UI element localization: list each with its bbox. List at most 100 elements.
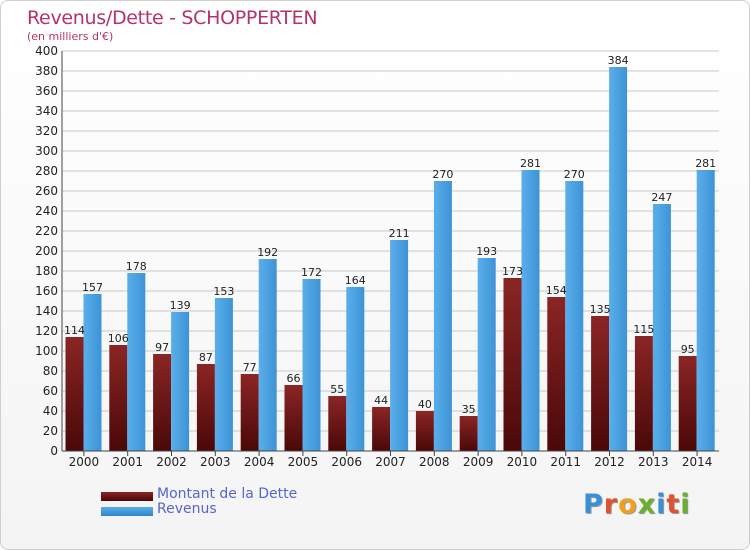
y-tick-label-240: 240 bbox=[35, 204, 58, 218]
bar-revenue-2005 bbox=[302, 279, 321, 451]
bar-debt-2014 bbox=[678, 356, 697, 451]
bar-revenue-2011 bbox=[565, 181, 584, 451]
y-tick-label-100: 100 bbox=[35, 344, 58, 358]
value-label-revenue-2005: 172 bbox=[301, 266, 322, 279]
value-label-revenue-2004: 192 bbox=[257, 246, 278, 259]
value-label-debt-2014: 95 bbox=[681, 343, 695, 356]
bar-revenue-2007 bbox=[390, 240, 409, 451]
y-tick-label-220: 220 bbox=[35, 224, 58, 238]
bar-debt-2007 bbox=[372, 407, 391, 451]
bar-revenue-2014 bbox=[696, 170, 715, 451]
value-label-debt-2002: 97 bbox=[155, 341, 169, 354]
value-label-debt-2004: 77 bbox=[243, 361, 257, 374]
bar-debt-2012 bbox=[591, 316, 610, 451]
value-label-revenue-2007: 211 bbox=[389, 227, 410, 240]
y-tick-label-300: 300 bbox=[35, 144, 58, 158]
bar-debt-2008 bbox=[415, 411, 434, 451]
y-tick-label-260: 260 bbox=[35, 184, 58, 198]
x-tick-label-2013: 2013 bbox=[638, 455, 669, 469]
bar-debt-2005 bbox=[284, 385, 303, 451]
value-label-debt-2011: 154 bbox=[546, 284, 567, 297]
value-label-revenue-2000: 157 bbox=[82, 281, 103, 294]
bar-revenue-2003 bbox=[214, 298, 233, 451]
value-label-revenue-2003: 153 bbox=[213, 285, 234, 298]
y-tick-label-180: 180 bbox=[35, 264, 58, 278]
value-label-debt-2000: 114 bbox=[64, 324, 85, 337]
legend-label-debt: Montant de la Dette bbox=[157, 486, 298, 502]
y-tick-label-320: 320 bbox=[35, 124, 58, 138]
legend-swatch-debt bbox=[101, 492, 153, 501]
bar-revenue-2002 bbox=[171, 312, 190, 451]
x-tick-label-2002: 2002 bbox=[156, 455, 187, 469]
y-tick-label-40: 40 bbox=[43, 404, 58, 418]
legend-swatch-revenue bbox=[101, 507, 153, 516]
value-label-debt-2013: 115 bbox=[633, 323, 654, 336]
value-label-revenue-2012: 384 bbox=[608, 54, 629, 67]
x-tick-label-2005: 2005 bbox=[288, 455, 319, 469]
bar-debt-2006 bbox=[328, 396, 347, 451]
bar-debt-2010 bbox=[503, 278, 522, 451]
x-tick-label-2010: 2010 bbox=[507, 455, 538, 469]
value-label-debt-2007: 44 bbox=[374, 394, 388, 407]
value-label-debt-2006: 55 bbox=[330, 383, 344, 396]
x-tick-label-2000: 2000 bbox=[69, 455, 100, 469]
bar-debt-2002 bbox=[153, 354, 172, 451]
axes bbox=[61, 51, 719, 452]
value-labels: 114 157 106 178 97 139 87 153 77 192 66 172 55 164 44 2… bbox=[64, 54, 716, 416]
y-tick-label-380: 380 bbox=[35, 64, 58, 78]
x-tick-label-2011: 2011 bbox=[550, 455, 581, 469]
value-label-debt-2012: 135 bbox=[590, 303, 611, 316]
bar-debt-2001 bbox=[109, 345, 128, 451]
y-tick-label-80: 80 bbox=[43, 364, 58, 378]
x-tick-label-2007: 2007 bbox=[375, 455, 406, 469]
y-tick-label-360: 360 bbox=[35, 84, 58, 98]
bar-debt-2011 bbox=[547, 297, 566, 451]
bar-revenue-2009 bbox=[477, 258, 496, 451]
y-tick-label-0: 0 bbox=[50, 444, 58, 458]
bar-revenue-2006 bbox=[346, 287, 365, 451]
value-label-revenue-2011: 270 bbox=[564, 168, 585, 181]
x-axis-tick-labels: 2000 2001 2002 2003 2004 2005 2006 2007 2008 2009… bbox=[69, 451, 713, 469]
chart-title: Revenus/Dette - SCHOPPERTEN bbox=[27, 7, 318, 29]
bar-revenue-2010 bbox=[521, 170, 540, 451]
value-label-revenue-2010: 281 bbox=[520, 157, 541, 170]
x-tick-label-2004: 2004 bbox=[244, 455, 275, 469]
value-label-revenue-2006: 164 bbox=[345, 274, 366, 287]
legend-label-revenue: Revenus bbox=[157, 501, 217, 517]
x-tick-label-2014: 2014 bbox=[682, 455, 713, 469]
value-label-revenue-2008: 270 bbox=[432, 168, 453, 181]
y-tick-label-20: 20 bbox=[43, 424, 58, 438]
y-tick-label-280: 280 bbox=[35, 164, 58, 178]
y-tick-label-140: 140 bbox=[35, 304, 58, 318]
value-label-debt-2010: 173 bbox=[502, 265, 523, 278]
bar-revenue-2000 bbox=[83, 294, 102, 451]
value-label-revenue-2001: 178 bbox=[126, 260, 147, 273]
value-label-revenue-2013: 247 bbox=[651, 191, 672, 204]
x-tick-label-2009: 2009 bbox=[463, 455, 494, 469]
bar-revenue-2008 bbox=[433, 181, 452, 451]
bar-debt-2009 bbox=[459, 416, 478, 451]
y-axis-tick-labels: 0 20 40 60 80 100 120 140 160 180 200 220 240 260 280 3… bbox=[35, 44, 58, 458]
x-tick-label-2001: 2001 bbox=[112, 455, 143, 469]
chart-subtitle: (en milliers d'€) bbox=[27, 30, 114, 43]
value-label-revenue-2002: 139 bbox=[170, 299, 191, 312]
value-label-debt-2001: 106 bbox=[108, 332, 129, 345]
x-tick-label-2006: 2006 bbox=[331, 455, 362, 469]
bar-debt-2013 bbox=[634, 336, 653, 451]
y-tick-label-160: 160 bbox=[35, 284, 58, 298]
value-label-debt-2003: 87 bbox=[199, 351, 213, 364]
value-label-revenue-2014: 281 bbox=[695, 157, 716, 170]
value-label-debt-2005: 66 bbox=[287, 372, 301, 385]
bars bbox=[65, 67, 715, 451]
bar-revenue-2013 bbox=[652, 204, 671, 451]
x-tick-label-2003: 2003 bbox=[200, 455, 231, 469]
value-label-revenue-2009: 193 bbox=[476, 245, 497, 258]
bar-debt-2004 bbox=[240, 374, 259, 451]
bar-revenue-2001 bbox=[127, 273, 146, 451]
y-tick-label-120: 120 bbox=[35, 324, 58, 338]
value-label-debt-2009: 35 bbox=[462, 403, 476, 416]
bar-revenue-2012 bbox=[609, 67, 628, 451]
y-tick-label-400: 400 bbox=[35, 44, 58, 58]
